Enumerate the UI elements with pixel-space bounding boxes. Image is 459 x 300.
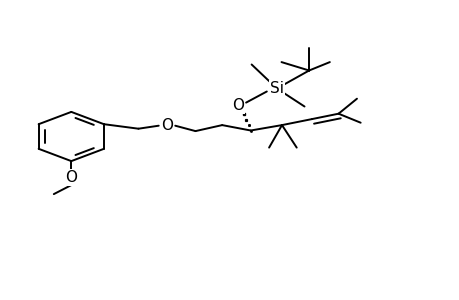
Text: Si: Si (269, 81, 283, 96)
Text: O: O (65, 170, 77, 185)
Text: O: O (231, 98, 243, 112)
Text: O: O (161, 118, 173, 133)
